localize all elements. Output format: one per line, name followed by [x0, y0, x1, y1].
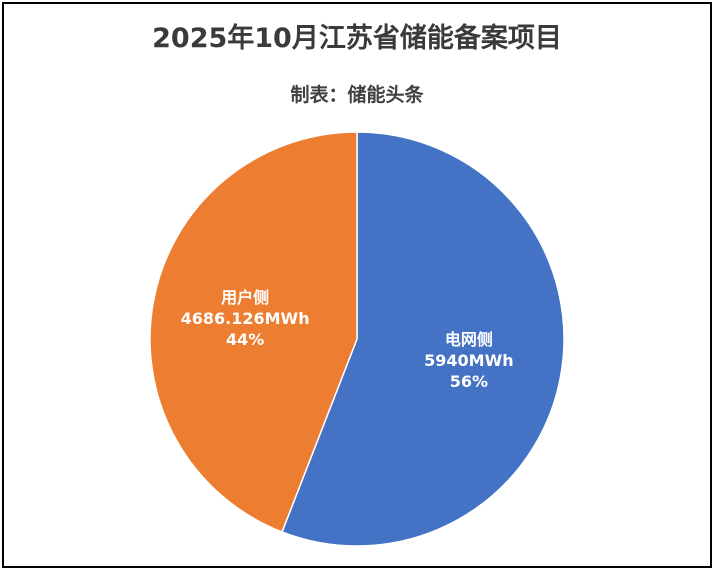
- slice-label-group-2: 用户侧 4686.126MWh 44%: [181, 288, 310, 349]
- chart-title: 2025年10月江苏省储能备案项目: [152, 23, 562, 54]
- slice-name-label: 用户侧: [221, 288, 269, 307]
- slice-name-label: 电网侧: [445, 330, 493, 349]
- slice-percent-label: 44%: [226, 330, 264, 349]
- chart-subtitle: 制表：储能头条: [290, 84, 424, 106]
- pie-slice-1: [281, 131, 565, 547]
- slice-percent-label: 56%: [450, 372, 488, 391]
- slice-value-label: 4686.126MWh: [181, 309, 310, 328]
- slice-value-label: 5940MWh: [424, 351, 514, 370]
- pie-slice-2: [149, 131, 358, 533]
- slice-label-group-1: 电网侧 5940MWh 56%: [424, 330, 514, 391]
